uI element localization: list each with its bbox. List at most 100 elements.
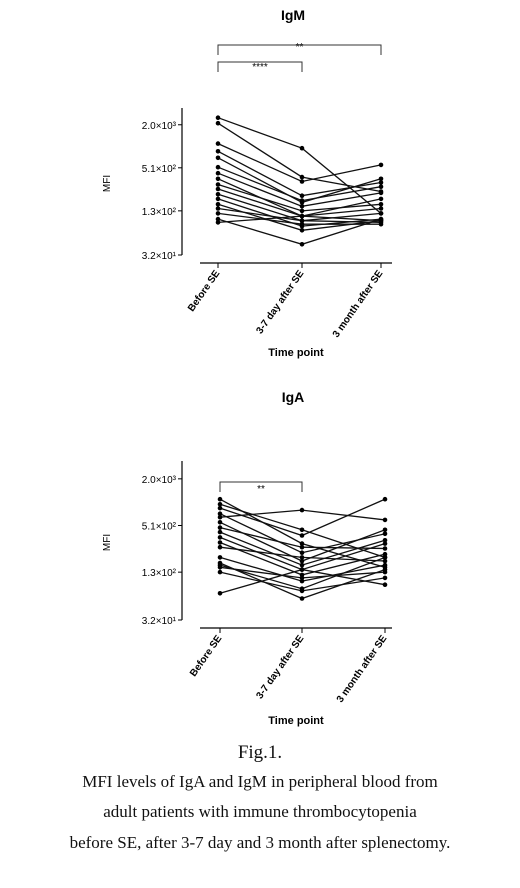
data-point bbox=[378, 218, 384, 223]
data-point bbox=[215, 149, 221, 154]
data-point bbox=[382, 555, 388, 560]
iga-chart: IgA 3.2×10¹ 1.3×10² 5.1×10² 2.0×10³ MFI Before… bbox=[102, 389, 392, 727]
data-point bbox=[382, 517, 388, 523]
figure-label: Fig.1. bbox=[237, 742, 283, 763]
y-tick-label: 1.3×10² bbox=[142, 568, 177, 579]
data-point bbox=[378, 180, 384, 185]
data-point bbox=[299, 242, 305, 247]
data-point bbox=[217, 520, 223, 525]
x-tick-label: 3 month after SE bbox=[331, 268, 386, 340]
significance-bracket bbox=[219, 481, 303, 492]
significance-label: **** bbox=[252, 62, 268, 73]
x-tick-label: Before SE bbox=[186, 268, 223, 314]
data-point bbox=[299, 596, 305, 601]
data-point bbox=[378, 196, 384, 202]
data-point bbox=[299, 533, 305, 538]
data-point bbox=[299, 550, 305, 555]
data-point bbox=[215, 164, 221, 170]
data-point bbox=[299, 145, 305, 151]
caption-line-3: before SE, after 3-7 day and 3 month aft… bbox=[69, 833, 451, 852]
data-point bbox=[299, 213, 305, 219]
x-tick-label: 3 month after SE bbox=[335, 633, 390, 705]
y-tick-label: 2.0×10³ bbox=[142, 121, 177, 132]
data-point bbox=[299, 555, 305, 560]
data-point bbox=[378, 202, 384, 207]
caption-line-1: MFI levels of IgA and IgM in peripheral … bbox=[82, 772, 438, 791]
data-point bbox=[217, 496, 223, 502]
caption-line-2: adult patients with immune thrombocytope… bbox=[103, 802, 417, 821]
data-point bbox=[299, 193, 305, 198]
data-point bbox=[299, 541, 305, 546]
y-axis-label: MFI bbox=[102, 534, 113, 551]
data-point bbox=[382, 569, 388, 575]
data-point bbox=[215, 176, 221, 182]
data-point bbox=[378, 211, 384, 216]
data-point bbox=[215, 182, 221, 187]
data-point bbox=[299, 575, 305, 581]
data-point bbox=[215, 206, 221, 211]
data-point bbox=[215, 141, 221, 146]
data-point bbox=[299, 208, 305, 214]
series-line bbox=[217, 166, 382, 202]
data-point bbox=[217, 535, 223, 540]
x-tick-label: 3-7 day after SE bbox=[254, 633, 306, 701]
data-point bbox=[215, 211, 221, 216]
igm-chart: IgM 3.2×10¹ 1.3×10² 5.1×10² 2.0×10³ MFI Before… bbox=[102, 7, 392, 359]
y-tick-label: 5.1×10² bbox=[142, 164, 177, 175]
data-point bbox=[382, 541, 388, 546]
data-point bbox=[217, 569, 223, 575]
data-point bbox=[215, 120, 221, 126]
data-point bbox=[299, 221, 305, 227]
data-point bbox=[299, 527, 305, 533]
x-axis-label: Time point bbox=[268, 715, 324, 727]
y-tick-label: 3.2×10¹ bbox=[142, 616, 177, 627]
y-tick-label: 1.3×10² bbox=[142, 207, 177, 218]
data-point bbox=[382, 558, 388, 564]
significance-label: ** bbox=[257, 484, 265, 495]
data-point bbox=[217, 544, 223, 550]
data-point bbox=[299, 204, 305, 209]
data-point bbox=[382, 527, 388, 533]
y-tick-label: 2.0×10³ bbox=[142, 475, 177, 486]
data-point bbox=[215, 186, 221, 192]
data-point bbox=[217, 591, 223, 596]
data-point bbox=[215, 155, 221, 161]
data-point bbox=[217, 525, 223, 530]
data-point bbox=[378, 176, 384, 182]
data-point bbox=[217, 502, 223, 507]
chart-title: IgA bbox=[282, 389, 305, 405]
y-axis-label: MFI bbox=[102, 175, 113, 192]
data-point bbox=[378, 190, 384, 196]
data-point bbox=[299, 198, 305, 203]
data-point bbox=[217, 555, 223, 560]
data-point bbox=[215, 220, 221, 225]
data-point bbox=[299, 228, 305, 233]
data-point bbox=[217, 511, 223, 516]
data-point bbox=[382, 538, 388, 543]
data-point bbox=[217, 514, 223, 520]
data-point bbox=[382, 531, 388, 537]
data-point bbox=[215, 196, 221, 202]
data-point bbox=[378, 221, 384, 227]
data-point bbox=[382, 575, 388, 581]
data-point bbox=[378, 162, 384, 168]
data-point bbox=[299, 218, 305, 223]
data-point bbox=[299, 544, 305, 550]
data-point bbox=[299, 179, 305, 184]
series-line bbox=[217, 218, 382, 245]
data-point bbox=[217, 565, 223, 570]
data-point bbox=[299, 507, 305, 513]
data-point bbox=[299, 578, 305, 584]
data-point bbox=[378, 184, 384, 189]
significance-label: ** bbox=[296, 42, 304, 53]
significance-bracket bbox=[217, 61, 303, 72]
data-point bbox=[217, 540, 223, 545]
data-point bbox=[382, 546, 388, 551]
data-point bbox=[299, 567, 305, 572]
x-tick-label: 3-7 day after SE bbox=[254, 268, 306, 336]
data-point bbox=[299, 174, 305, 180]
data-point bbox=[382, 562, 388, 568]
data-point bbox=[215, 115, 221, 120]
x-axis-label: Time point bbox=[268, 347, 324, 359]
